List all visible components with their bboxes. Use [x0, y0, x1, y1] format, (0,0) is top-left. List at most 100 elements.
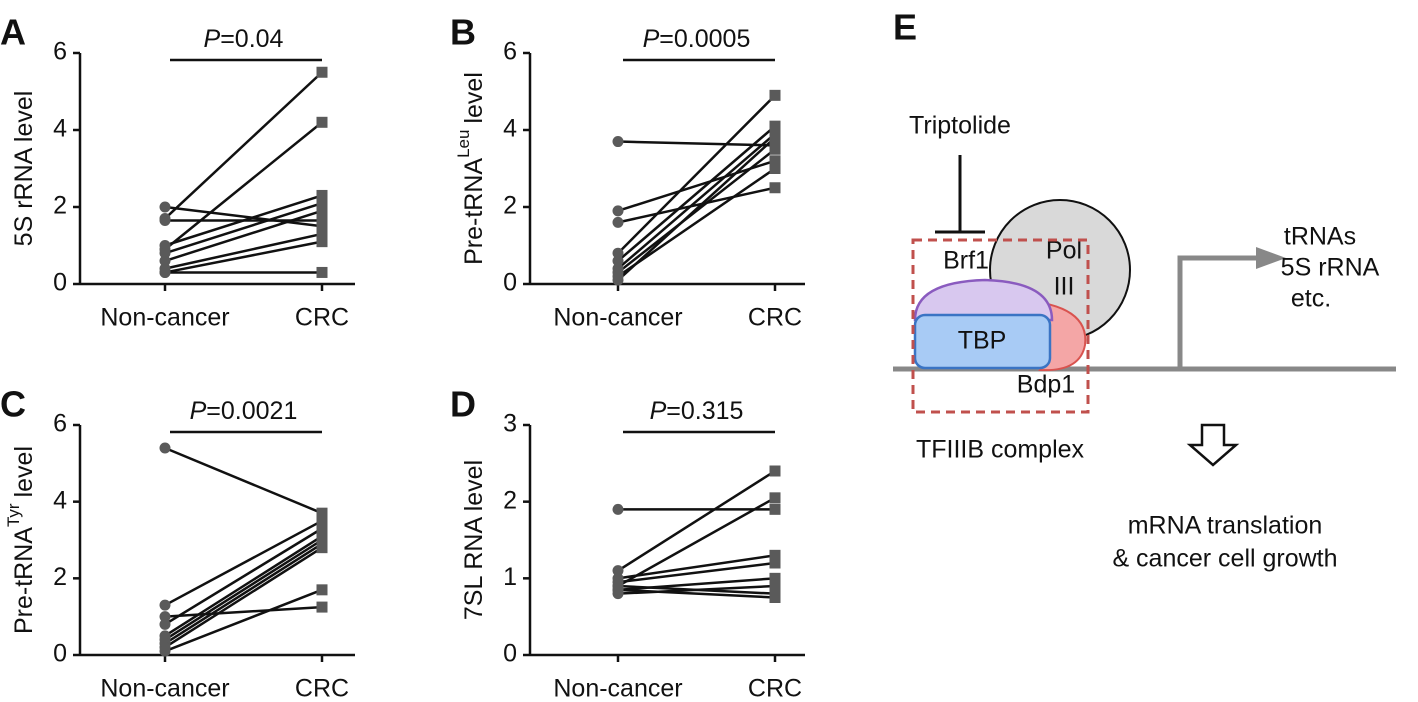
pol-num-label: III — [1054, 273, 1075, 301]
y-tick-label: 0 — [53, 269, 67, 297]
point — [316, 542, 328, 554]
point — [612, 136, 624, 148]
y-tick-label: 2 — [53, 563, 67, 591]
y-tick-label: 4 — [53, 115, 67, 143]
panel-label: B — [450, 12, 476, 53]
point — [159, 247, 171, 259]
y-tick-label: 4 — [503, 115, 517, 143]
y-axis-label: Pre-tRNALeu level — [454, 72, 487, 265]
point — [769, 549, 781, 561]
pair-line — [617, 148, 776, 274]
pair-line — [164, 232, 323, 270]
y-tick-label: 0 — [53, 640, 67, 668]
brf1-shape — [913, 278, 1054, 322]
pair-line — [617, 561, 776, 584]
point — [159, 255, 171, 267]
y-tick-label: 6 — [503, 38, 517, 66]
y-tick-label: 2 — [503, 486, 517, 514]
pair-line — [617, 496, 776, 588]
tbp-label: TBP — [958, 327, 1007, 355]
chart: B 0 2 4 6 Non-cancer CRC Pre-tRNALeu level P=0.00… — [450, 12, 805, 332]
point — [159, 442, 171, 454]
pair-line — [164, 535, 323, 637]
p-value: =0.315 — [666, 397, 743, 425]
point — [769, 572, 781, 584]
x-tick-label: Non-cancer — [100, 675, 229, 702]
point — [769, 465, 781, 477]
p-label: P — [204, 25, 221, 53]
panel-label: A — [0, 12, 26, 53]
point — [316, 220, 328, 232]
y-label-text: level — [10, 446, 38, 497]
tbp-shape — [913, 313, 1052, 370]
product-label: 5S rRNA — [1281, 254, 1380, 282]
pair-line — [617, 186, 776, 224]
point — [769, 163, 781, 174]
point — [316, 214, 328, 226]
pair-line — [617, 94, 776, 255]
y-label-sup: Tyr — [4, 503, 23, 527]
pair-line — [164, 71, 323, 220]
panel-label: D — [450, 384, 476, 425]
x-tick-label: CRC — [295, 304, 349, 332]
pair-line — [164, 588, 323, 653]
outcome-label: & cancer cell growth — [1112, 545, 1337, 573]
arrow-head — [1256, 247, 1286, 269]
outcome-arrow — [1186, 423, 1240, 467]
pair-line — [164, 201, 323, 255]
point — [316, 205, 328, 217]
pair-line — [164, 605, 323, 618]
point — [612, 584, 624, 596]
x-tick-label: CRC — [748, 304, 802, 332]
point — [769, 120, 781, 132]
point — [159, 611, 171, 623]
point — [612, 274, 624, 286]
point — [316, 197, 328, 209]
panel-label: E — [893, 7, 917, 48]
x-tick-label: CRC — [295, 675, 349, 702]
pair-line — [617, 167, 776, 278]
y-tick-label: 2 — [503, 192, 517, 220]
pair-line — [164, 446, 323, 515]
p-annotation: P=0.315 — [650, 397, 744, 425]
y-tick-label: 1 — [503, 563, 517, 591]
pair-line — [164, 194, 323, 247]
pair-line — [617, 588, 776, 599]
point — [769, 155, 781, 167]
point — [769, 182, 781, 194]
x-tick-label: Non-cancer — [100, 304, 229, 332]
y-tick-label: 2 — [53, 192, 67, 220]
point — [612, 247, 624, 259]
point — [612, 216, 624, 228]
transcription-arrow — [1177, 255, 1258, 369]
x-tick-label: CRC — [748, 675, 802, 702]
pair-line — [164, 546, 323, 649]
point — [316, 584, 328, 596]
point — [316, 266, 328, 278]
point — [316, 515, 328, 527]
x-tick-label: Non-cancer — [553, 304, 682, 332]
p-value: =0.0005 — [659, 25, 750, 53]
point — [612, 255, 624, 267]
pair-line — [164, 542, 323, 645]
pair-line — [164, 205, 323, 228]
bdp1-label: Bdp1 — [1017, 371, 1075, 399]
point — [769, 132, 781, 144]
point — [769, 503, 781, 515]
chart: C 0 2 4 6 Non-cancer CRC Pre-tRNATyr level P=0.00… — [0, 384, 355, 702]
point — [316, 507, 328, 519]
x-tick-label: Non-cancer — [553, 675, 682, 702]
product-label: etc. — [1291, 285, 1331, 313]
pair-line — [617, 136, 776, 282]
p-label: P — [190, 397, 207, 425]
y-tick-label: 6 — [53, 410, 67, 438]
point — [316, 116, 328, 128]
p-annotation: P=0.04 — [204, 25, 284, 53]
point — [769, 492, 781, 504]
point — [159, 214, 171, 226]
pair-line — [617, 554, 776, 580]
p-value: =0.0021 — [206, 397, 297, 425]
point — [316, 601, 328, 613]
